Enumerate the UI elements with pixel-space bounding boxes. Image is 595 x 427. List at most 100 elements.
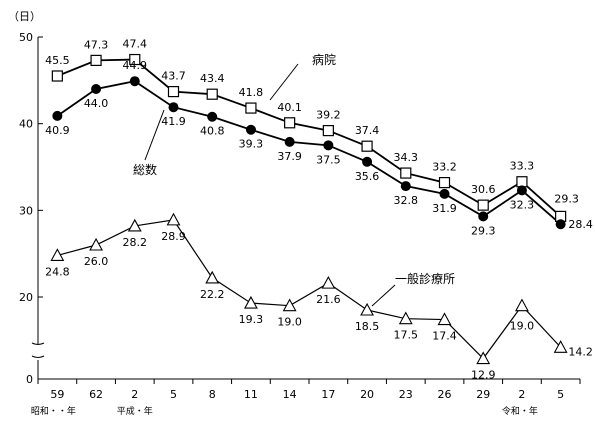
data-label: 47.3	[84, 38, 109, 51]
data-label: 17.4	[432, 330, 457, 343]
era-label: 令和・年	[502, 405, 538, 417]
data-label: 12.9	[471, 369, 496, 382]
y-tick-label: 50	[19, 31, 33, 44]
data-label: 37.9	[277, 150, 302, 163]
data-label: 18.5	[355, 320, 380, 333]
data-label: 32.8	[394, 194, 419, 207]
triangle-marker	[282, 298, 297, 312]
triangle-marker	[398, 311, 413, 325]
data-labels: 45.5 47.3 47.4 43.7 43.4 41.8 40.1 39.2 37.4 34.3…	[45, 38, 593, 382]
data-label: 43.7	[161, 70, 186, 83]
data-label: 37.4	[355, 124, 380, 137]
triangle-marker	[360, 302, 374, 316]
data-label: 29.3	[471, 224, 496, 237]
y-tick-label: 30	[19, 204, 33, 217]
square-marker	[90, 54, 102, 67]
square-marker	[206, 88, 218, 100]
data-label: 44.9	[123, 59, 148, 72]
series-line-1	[56, 80, 562, 225]
data-label: 22.2	[200, 288, 225, 301]
data-label: 19.0	[277, 316, 302, 329]
triangle-marker	[89, 237, 103, 251]
data-label: 33.3	[510, 160, 535, 173]
data-label: 28.4	[568, 218, 593, 231]
square-marker	[516, 176, 528, 188]
square-marker	[400, 167, 412, 179]
y-tick-label: 20	[19, 291, 33, 304]
x-tick-label: 20	[360, 388, 374, 401]
circle-marker	[439, 188, 450, 199]
triangle-marker	[437, 312, 452, 326]
x-tick-label: 5	[170, 388, 177, 401]
annotation-leader-line	[371, 284, 396, 307]
series-markers	[50, 53, 568, 365]
square-marker	[322, 124, 334, 137]
triangle-marker	[205, 270, 220, 284]
x-tick-label: 26	[438, 388, 452, 401]
data-label: 19.3	[239, 313, 264, 326]
data-label: 43.4	[200, 72, 225, 85]
era-label: 平成・年	[117, 405, 153, 417]
triangle-marker	[127, 218, 142, 232]
axis-break-mark	[31, 342, 45, 358]
square-marker	[129, 53, 141, 66]
data-label: 41.8	[239, 86, 264, 99]
x-tick-label: 23	[399, 388, 413, 401]
axes: 0 20 30 40 50 59 62 2 5 8 11 14 17 20 23 26 29 2 5 昭和・・年 平成・…	[19, 31, 581, 417]
data-label: 44.0	[84, 97, 109, 110]
triangle-marker	[553, 340, 568, 353]
circle-marker	[284, 136, 295, 147]
x-tick-label: 14	[283, 388, 297, 401]
data-label: 28.2	[123, 236, 148, 249]
series-lines	[56, 58, 562, 360]
data-label: 47.4	[123, 38, 148, 51]
data-label: 40.1	[277, 101, 302, 114]
circle-marker	[52, 110, 63, 121]
x-tick-label: 2	[131, 388, 138, 401]
circle-marker	[400, 181, 411, 192]
triangle-marker	[476, 351, 491, 365]
series-name-label: 一般診療所	[395, 271, 455, 286]
circle-marker	[91, 84, 102, 94]
y-unit-label: （日）	[8, 10, 41, 23]
y-tick-label: 0	[26, 373, 33, 386]
x-tick-label: 59	[50, 388, 64, 401]
circle-marker	[168, 102, 179, 113]
y-tick-label: 40	[19, 118, 33, 131]
square-marker	[51, 70, 63, 82]
data-label: 40.9	[45, 124, 70, 137]
era-label: 昭和・・年	[31, 405, 76, 417]
x-tick-label: 62	[89, 388, 103, 401]
data-label: 19.0	[510, 320, 535, 333]
square-marker	[167, 85, 180, 98]
square-marker	[284, 117, 296, 129]
series-line-0	[57, 58, 562, 218]
x-tick-label: 8	[209, 388, 216, 401]
series-name-label: 病院	[312, 52, 336, 67]
x-tick-label: 17	[321, 388, 335, 401]
circle-marker	[323, 140, 334, 151]
data-label: 34.3	[394, 151, 419, 164]
data-label: 32.3	[510, 198, 535, 211]
data-label: 35.6	[355, 170, 380, 183]
data-label: 41.9	[161, 115, 186, 128]
x-tick-label: 2	[518, 388, 525, 401]
circle-marker	[478, 211, 489, 222]
square-marker	[438, 177, 451, 189]
data-label: 40.8	[200, 125, 225, 138]
data-label: 33.2	[432, 161, 457, 174]
annotation-leader-line	[144, 109, 165, 161]
data-label: 39.3	[239, 138, 264, 151]
circle-marker	[516, 185, 527, 196]
data-label: 26.0	[84, 255, 109, 268]
x-tick-label: 5	[557, 388, 564, 401]
square-marker	[477, 199, 489, 211]
data-label: 21.6	[316, 293, 341, 306]
triangle-marker	[321, 275, 336, 289]
data-label: 30.6	[471, 183, 496, 196]
x-tick-label: 29	[476, 388, 490, 401]
data-label: 29.3	[554, 192, 579, 205]
square-marker	[245, 102, 257, 114]
